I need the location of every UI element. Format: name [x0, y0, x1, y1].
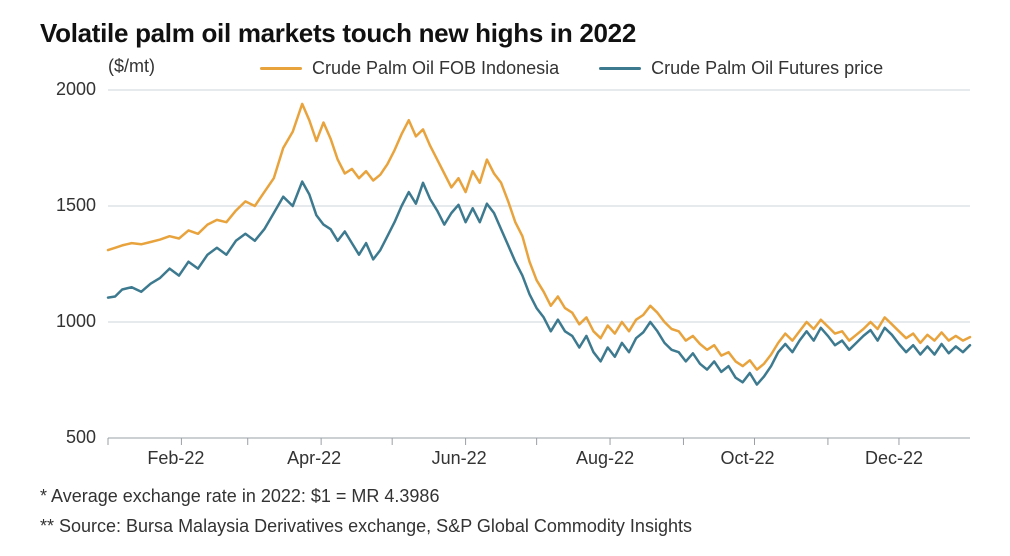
- xtick-label: Aug-22: [576, 448, 634, 469]
- chart-title: Volatile palm oil markets touch new high…: [40, 18, 970, 49]
- xtick-label: Apr-22: [287, 448, 341, 469]
- ytick-label: 500: [66, 427, 96, 448]
- line-s1: [108, 104, 970, 370]
- chart-svg: [108, 90, 970, 438]
- xtick-label: Jun-22: [432, 448, 487, 469]
- footnote-2: ** Source: Bursa Malaysia Derivatives ex…: [40, 516, 692, 537]
- ytick-label: 1000: [56, 311, 96, 332]
- legend-swatch-s2: [599, 67, 641, 70]
- legend-item-s2: Crude Palm Oil Futures price: [599, 58, 883, 79]
- xtick-label: Dec-22: [865, 448, 923, 469]
- legend-item-s1: Crude Palm Oil FOB Indonesia: [260, 58, 559, 79]
- legend: Crude Palm Oil FOB Indonesia Crude Palm …: [260, 58, 883, 79]
- xtick-label: Feb-22: [147, 448, 204, 469]
- legend-label-s2: Crude Palm Oil Futures price: [651, 58, 883, 79]
- ytick-label: 1500: [56, 195, 96, 216]
- yaxis-title: ($/mt): [108, 56, 155, 77]
- plot-area: [108, 90, 970, 438]
- xtick-label: Oct-22: [721, 448, 775, 469]
- chart-container: Volatile palm oil markets touch new high…: [0, 0, 1010, 556]
- legend-swatch-s1: [260, 67, 302, 70]
- legend-label-s1: Crude Palm Oil FOB Indonesia: [312, 58, 559, 79]
- footnote-1: * Average exchange rate in 2022: $1 = MR…: [40, 486, 439, 507]
- ytick-label: 2000: [56, 79, 96, 100]
